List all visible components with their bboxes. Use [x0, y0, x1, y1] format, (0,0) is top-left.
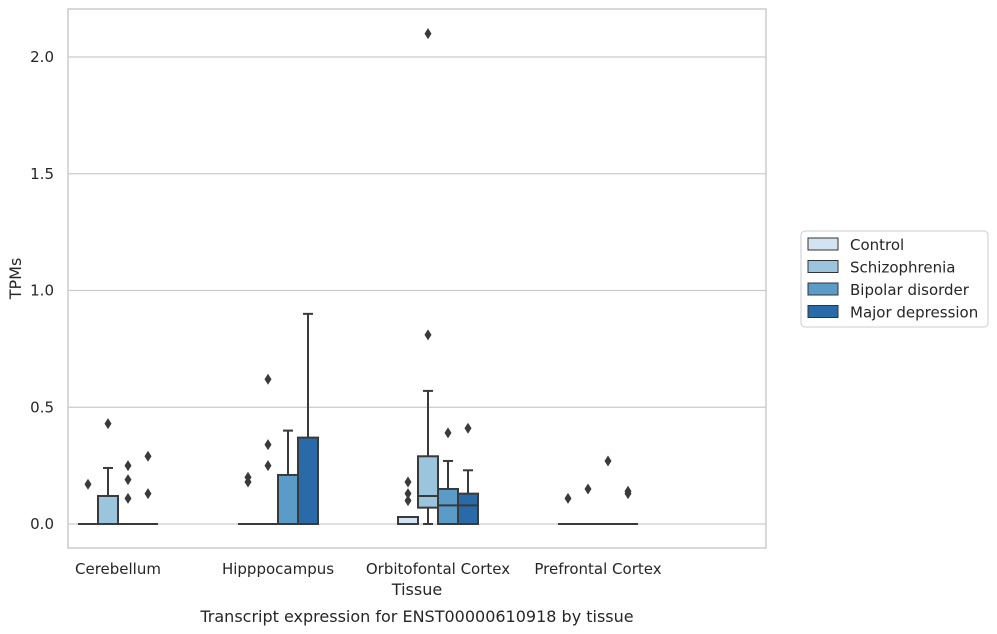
box-1-1: [258, 373, 278, 525]
box-2-2: [437, 427, 459, 526]
chart-caption: Transcript expression for ENST0000061091…: [199, 607, 633, 626]
box-2-3: [457, 422, 479, 525]
outlier-point: [104, 418, 112, 430]
outlier-point: [144, 488, 152, 500]
outlier-point: [404, 476, 412, 488]
outlier-point: [424, 329, 432, 341]
box-rect: [457, 492, 479, 525]
outlier-point: [124, 460, 132, 472]
x-axis-ticks: Cerebellum Hipppocampus Orbitofontal Corte…: [75, 560, 662, 578]
outlier-point: [604, 455, 612, 467]
legend-label: Major depression: [850, 304, 978, 322]
legend-swatch: [807, 282, 839, 296]
x-axis-label: Tissue: [391, 580, 442, 599]
box-1-2: [277, 429, 299, 525]
box-rect: [437, 487, 459, 526]
box-3-0: [558, 492, 578, 525]
y-axis-ticks: 0.0 0.5 1.0 1.5 2.0: [30, 48, 54, 533]
box-0-0: [78, 478, 98, 525]
legend-label: Bipolar disorder: [850, 281, 970, 299]
outlier-point: [84, 478, 92, 490]
outlier-point: [584, 483, 592, 495]
box-rect: [397, 515, 419, 525]
outlier-point: [264, 373, 272, 385]
y-tick-label: 1.0: [30, 282, 54, 300]
box-3-1: [578, 483, 598, 525]
outlier-point: [244, 471, 252, 483]
box-0-3: [138, 450, 158, 525]
box-1-3: [297, 312, 319, 526]
legend-frame: [800, 230, 989, 328]
y-tick-label: 0.5: [30, 398, 54, 416]
outlier-point: [624, 485, 632, 497]
boxes: [78, 28, 638, 526]
outlier-point: [264, 460, 272, 472]
outlier-point: [564, 492, 572, 504]
legend-swatch: [807, 260, 839, 273]
outlier-point: [444, 427, 452, 439]
box-3-3: [618, 485, 638, 525]
y-axis-label: TPMs: [6, 258, 25, 301]
grid-lines: [68, 56, 766, 525]
box-2-1: [417, 28, 439, 525]
legend-swatch: [807, 305, 839, 318]
box-0-2: [118, 460, 138, 525]
legend-swatch: [807, 237, 839, 251]
outlier-point: [124, 492, 132, 504]
x-tick-label: Prefrontal Cortex: [534, 560, 661, 578]
legend-label: Control: [850, 236, 904, 254]
outlier-point: [464, 422, 472, 434]
box-rect: [277, 473, 299, 525]
outlier-point: [144, 450, 152, 462]
x-tick-label: Cerebellum: [75, 560, 161, 578]
box-0-1: [97, 418, 119, 526]
legend: Control Schizophrenia Bipolar disorder Majo…: [800, 230, 989, 328]
legend-label: Schizophrenia: [850, 259, 955, 277]
box-rect: [297, 436, 319, 526]
y-tick-label: 2.0: [30, 48, 54, 66]
outlier-point: [124, 474, 132, 486]
box-2-0: [397, 476, 419, 525]
y-tick-label: 1.5: [30, 165, 54, 183]
outlier-point: [264, 439, 272, 451]
box-3-2: [598, 455, 618, 525]
outlier-point: [424, 28, 432, 40]
y-tick-label: 0.0: [30, 515, 54, 533]
x-tick-label: Hipppocampus: [222, 560, 334, 578]
box-1-0: [238, 471, 258, 525]
box-rect: [417, 455, 439, 509]
plot-area-frame: [67, 8, 767, 549]
box-rect: [97, 494, 119, 526]
x-tick-label: Orbitofontal Cortex: [366, 560, 510, 578]
outlier-point: [404, 488, 412, 500]
outlier-point: [404, 495, 412, 507]
